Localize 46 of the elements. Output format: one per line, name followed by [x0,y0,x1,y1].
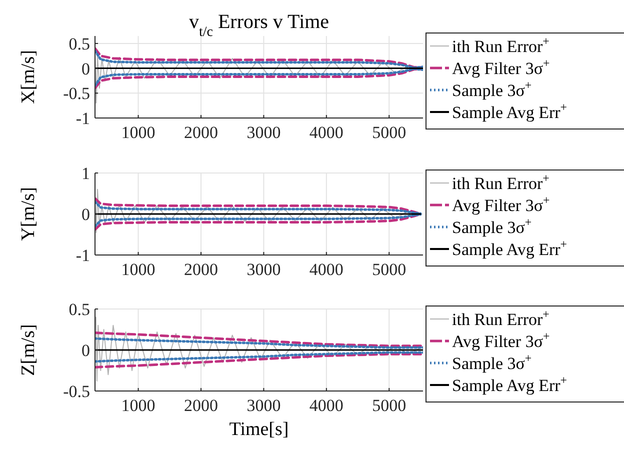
x-tick-label: 3000 [246,260,281,279]
y-axis-title: X[m/s] [18,50,39,104]
line-series [95,351,423,363]
legend-label: Sample 3σ$^{+}$ [452,214,532,237]
x-tick-label: 2000 [184,260,218,279]
y-tick-label: 1 [82,164,90,183]
legend-label: Sample 3σ$^{+}$ [452,78,532,100]
legend-label: Sample Avg Err$^{+}$ [452,100,568,122]
x-tick-label: 3000 [246,396,281,415]
x-axis-title: Time[s] [229,419,289,440]
y-tick-label: 0.5 [68,300,90,319]
y-tick-label: 0 [82,59,90,78]
x-tick-label: 5000 [372,260,406,279]
x-tick-label: 4000 [309,123,344,142]
legend-label: Avg Filter 3σ$^{+}$ [452,328,550,351]
legend-label: Avg Filter 3σ$^{+}$ [452,192,550,215]
y-tick-label: -0.5 [63,382,90,401]
legend-label: ith Run Error$^{+}$ [452,170,550,193]
line-series [95,337,423,349]
x-tick-label: 5000 [372,396,406,415]
y-tick-label: -1 [76,246,90,265]
line-series [95,352,423,368]
x-tick-label: 2000 [184,396,218,415]
legend-label: Sample Avg Err$^{+}$ [452,372,568,395]
x-tick-label: 4000 [309,260,344,279]
legend-label: Sample Avg Err$^{+}$ [452,236,568,259]
line-series [95,332,423,348]
legend-label: ith Run Error$^{+}$ [452,34,550,56]
x-tick-label: 2000 [184,123,218,142]
legend-label: Sample 3σ$^{+}$ [452,350,532,373]
chart-title: v$_{t/c}$ Errors v Time [188,11,330,40]
x-tick-label: 1000 [121,260,156,279]
y-axis-title: Z[m/s] [18,324,39,376]
x-tick-label: 1000 [121,396,156,415]
x-tick-label: 1000 [121,123,156,142]
legend-label: Avg Filter 3σ$^{+}$ [452,56,550,78]
y-tick-label: 0 [82,340,90,360]
y-tick-label: 0.5 [68,34,90,54]
y-tick-label: -1 [76,108,90,128]
x-tick-label: 5000 [372,123,406,142]
legend-label: ith Run Error$^{+}$ [452,306,550,329]
y-tick-label: 0 [82,204,90,224]
x-tick-label: 3000 [246,123,281,142]
x-tick-label: 4000 [309,396,344,415]
y-tick-label: -0.5 [63,84,90,104]
y-axis-title: Y[m/s] [18,187,39,241]
